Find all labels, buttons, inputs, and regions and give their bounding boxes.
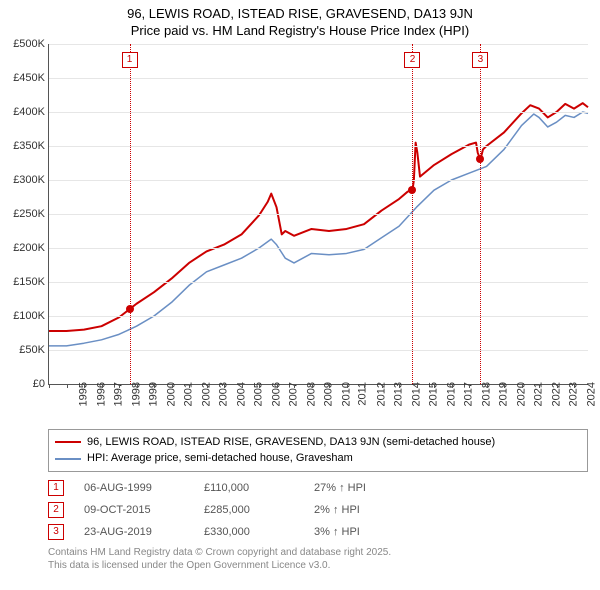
legend-label-hpi: HPI: Average price, semi-detached house,…	[87, 450, 353, 467]
x-tick	[172, 384, 173, 388]
marker-dot	[408, 186, 416, 194]
x-tick	[242, 384, 243, 388]
event-line	[412, 44, 413, 384]
event-row-1: 1 06-AUG-1999 £110,000 27% ↑ HPI	[48, 480, 588, 496]
x-axis-space	[0, 385, 600, 429]
x-tick	[399, 384, 400, 388]
x-tick-label: 2011	[357, 382, 369, 406]
footer-line-2: This data is licensed under the Open Gov…	[48, 559, 588, 572]
event-date-1: 06-AUG-1999	[84, 482, 184, 494]
x-tick	[312, 384, 313, 388]
y-tick-label: £50K	[1, 344, 45, 356]
event-date-2: 09-OCT-2015	[84, 504, 184, 516]
event-price-3: £330,000	[204, 526, 294, 538]
x-tick	[504, 384, 505, 388]
x-tick	[382, 384, 383, 388]
footer: Contains HM Land Registry data © Crown c…	[48, 546, 588, 572]
event-price-2: £285,000	[204, 504, 294, 516]
x-tick	[294, 384, 295, 388]
x-tick	[329, 384, 330, 388]
event-box-3: 3	[48, 524, 64, 540]
chart-title: 96, LEWIS ROAD, ISTEAD RISE, GRAVESEND, …	[0, 0, 600, 44]
event-row-2: 2 09-OCT-2015 £285,000 2% ↑ HPI	[48, 502, 588, 518]
x-tick	[207, 384, 208, 388]
event-row-3: 3 23-AUG-2019 £330,000 3% ↑ HPI	[48, 524, 588, 540]
legend-row-price-paid: 96, LEWIS ROAD, ISTEAD RISE, GRAVESEND, …	[55, 434, 581, 451]
event-flag: 1	[122, 52, 138, 68]
title-line-2: Price paid vs. HM Land Registry's House …	[0, 23, 600, 40]
x-tick	[574, 384, 575, 388]
x-tick	[102, 384, 103, 388]
event-delta-3: 3% ↑ HPI	[314, 526, 360, 538]
x-tick	[224, 384, 225, 388]
y-tick-label: £0	[1, 378, 45, 390]
plot-area: £0£50K£100K£150K£200K£250K£300K£350K£400…	[48, 44, 588, 385]
x-tick-label: 2024	[585, 382, 597, 406]
y-tick-label: £300K	[1, 174, 45, 186]
title-line-1: 96, LEWIS ROAD, ISTEAD RISE, GRAVESEND, …	[0, 6, 600, 23]
y-tick-label: £250K	[1, 208, 45, 220]
legend-swatch-price-paid	[55, 441, 81, 443]
event-date-3: 23-AUG-2019	[84, 526, 184, 538]
x-tick	[119, 384, 120, 388]
event-delta-1: 27% ↑ HPI	[314, 482, 366, 494]
x-tick	[452, 384, 453, 388]
event-flag: 2	[404, 52, 420, 68]
chart-container: 96, LEWIS ROAD, ISTEAD RISE, GRAVESEND, …	[0, 0, 600, 572]
y-tick-label: £100K	[1, 310, 45, 322]
footer-line-1: Contains HM Land Registry data © Crown c…	[48, 546, 588, 559]
x-tick	[67, 384, 68, 388]
x-tick	[434, 384, 435, 388]
y-tick-label: £450K	[1, 72, 45, 84]
x-tick	[154, 384, 155, 388]
x-tick	[487, 384, 488, 388]
event-flag: 3	[472, 52, 488, 68]
event-box-1: 1	[48, 480, 64, 496]
x-tick	[417, 384, 418, 388]
event-box-2: 2	[48, 502, 64, 518]
events-block: 1 06-AUG-1999 £110,000 27% ↑ HPI 2 09-OC…	[48, 480, 588, 540]
y-tick-label: £200K	[1, 242, 45, 254]
x-tick	[84, 384, 85, 388]
legend-row-hpi: HPI: Average price, semi-detached house,…	[55, 450, 581, 467]
x-tick	[49, 384, 50, 388]
x-tick	[277, 384, 278, 388]
y-tick-label: £150K	[1, 276, 45, 288]
x-tick	[522, 384, 523, 388]
event-delta-2: 2% ↑ HPI	[314, 504, 360, 516]
x-tick	[347, 384, 348, 388]
legend-swatch-hpi	[55, 458, 81, 460]
marker-dot	[126, 305, 134, 313]
y-tick-label: £500K	[1, 38, 45, 50]
legend: 96, LEWIS ROAD, ISTEAD RISE, GRAVESEND, …	[48, 429, 588, 472]
marker-dot	[476, 155, 484, 163]
legend-label-price-paid: 96, LEWIS ROAD, ISTEAD RISE, GRAVESEND, …	[87, 434, 495, 451]
x-tick	[557, 384, 558, 388]
event-line	[480, 44, 481, 384]
x-tick	[364, 384, 365, 388]
y-tick-label: £400K	[1, 106, 45, 118]
x-tick	[469, 384, 470, 388]
y-tick-label: £350K	[1, 140, 45, 152]
x-tick	[189, 384, 190, 388]
x-tick	[137, 384, 138, 388]
x-tick	[259, 384, 260, 388]
event-price-1: £110,000	[204, 482, 294, 494]
event-line	[130, 44, 131, 384]
x-tick	[539, 384, 540, 388]
